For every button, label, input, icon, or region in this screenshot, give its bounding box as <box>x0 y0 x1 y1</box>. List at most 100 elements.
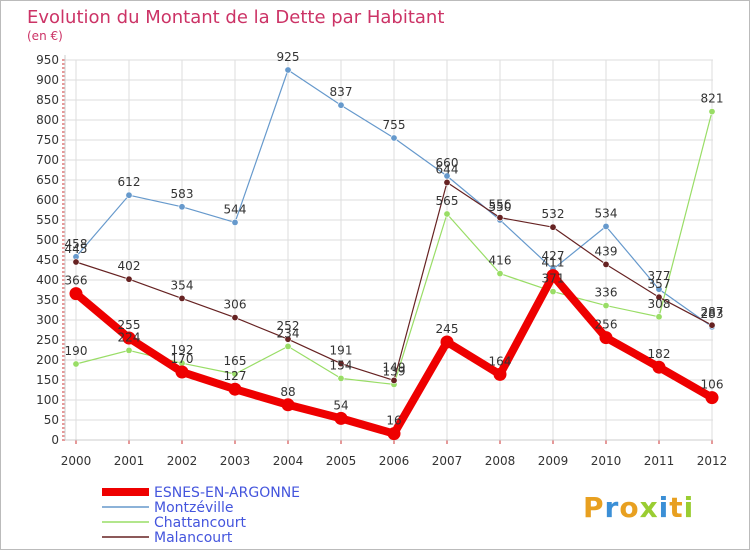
data-label: 306 <box>224 298 247 312</box>
data-label: 644 <box>436 162 459 176</box>
data-label: 583 <box>171 187 194 201</box>
data-label: 544 <box>224 202 247 216</box>
data-point <box>72 360 80 368</box>
data-label: 127 <box>224 369 247 383</box>
data-labels: 458 612 583 544 925 837 755 660 550 427 534 377 283 1… <box>65 50 724 428</box>
data-point <box>122 331 136 345</box>
data-point <box>337 374 345 382</box>
y-tick-label: 200 <box>36 353 59 367</box>
data-point <box>231 218 239 226</box>
data-label: 165 <box>224 354 247 368</box>
chart-title: Evolution du Montant de la Dette par Hab… <box>27 7 444 28</box>
data-label: 660 <box>436 156 459 170</box>
legend-label: Chattancourt <box>154 515 247 531</box>
data-label: 191 <box>330 344 353 358</box>
x-tick-label: 2001 <box>114 454 145 468</box>
data-point <box>178 203 186 211</box>
data-label: 182 <box>648 347 671 361</box>
data-point <box>125 346 133 354</box>
data-point <box>493 367 507 381</box>
x-tick-label: 2002 <box>167 454 198 468</box>
data-label: 458 <box>65 237 88 251</box>
data-point <box>655 285 663 293</box>
data-label: 377 <box>648 269 671 283</box>
x-tick-label: 2005 <box>326 454 357 468</box>
legend-label: Malancourt <box>154 530 233 546</box>
y-tick-label: 400 <box>36 273 59 287</box>
x-tick-label: 2012 <box>697 454 728 468</box>
data-label: 192 <box>171 343 194 357</box>
data-label: 439 <box>595 244 618 258</box>
data-label: 755 <box>383 118 406 132</box>
data-point <box>334 411 348 425</box>
data-point <box>496 270 504 278</box>
data-point <box>69 287 83 301</box>
data-label: 532 <box>542 207 565 221</box>
x-tick-label: 2003 <box>220 454 251 468</box>
data-label: 366 <box>65 274 88 288</box>
data-point <box>175 365 189 379</box>
data-point <box>440 335 454 349</box>
y-tick-label: 900 <box>36 73 59 87</box>
data-label: 308 <box>648 297 671 311</box>
data-label: 416 <box>489 254 512 268</box>
data-point <box>599 331 613 345</box>
data-point <box>228 382 242 396</box>
y-tick-label: 450 <box>36 253 59 267</box>
data-point <box>705 391 719 405</box>
data-label: 190 <box>65 344 88 358</box>
data-label: 106 <box>701 378 724 392</box>
series-layer <box>69 66 719 441</box>
data-point <box>652 360 666 374</box>
legend-label: Montzéville <box>154 500 234 516</box>
y-tick-label: 700 <box>36 153 59 167</box>
data-point <box>655 293 663 301</box>
data-point <box>655 313 663 321</box>
data-point <box>496 214 504 222</box>
data-label: 252 <box>277 319 300 333</box>
data-point <box>602 260 610 268</box>
x-tick-label: 2007 <box>432 454 463 468</box>
x-tick-label: 2008 <box>485 454 516 468</box>
data-label: 371 <box>542 272 565 286</box>
data-label: 139 <box>383 364 406 378</box>
data-label: 287 <box>701 305 724 319</box>
data-point <box>549 223 557 231</box>
data-label: 837 <box>330 85 353 99</box>
data-label: 164 <box>489 354 512 368</box>
x-tick-label: 2000 <box>61 454 92 468</box>
data-label: 16 <box>386 414 401 428</box>
data-point <box>231 370 239 378</box>
legend-label: ESNES-EN-ARGONNE <box>154 485 300 501</box>
data-label: 224 <box>118 330 141 344</box>
y-tick-label: 800 <box>36 113 59 127</box>
data-point <box>284 342 292 350</box>
y-tick-label: 950 <box>36 53 59 67</box>
data-point <box>602 302 610 310</box>
axes: 0 50 100 150 200 250 300 350 400 450 500 550 600 650 7… <box>36 53 727 468</box>
data-point <box>284 66 292 74</box>
data-label: 411 <box>542 256 565 270</box>
data-label: 427 <box>542 249 565 263</box>
data-label: 402 <box>118 259 141 273</box>
data-point <box>549 288 557 296</box>
data-point <box>708 321 716 329</box>
data-label: 88 <box>280 385 295 399</box>
data-label: 283 <box>701 307 724 321</box>
y-tick-label: 850 <box>36 93 59 107</box>
data-label: 149 <box>383 360 406 374</box>
data-point <box>443 178 451 186</box>
data-point <box>390 376 398 384</box>
data-point <box>546 269 560 283</box>
data-point <box>284 335 292 343</box>
proxiti-logo: Proxiti <box>583 491 693 524</box>
data-point <box>125 191 133 199</box>
x-tick-label: 2011 <box>644 454 675 468</box>
y-tick-label: 750 <box>36 133 59 147</box>
y-tick-label: 250 <box>36 333 59 347</box>
y-tick-label: 50 <box>44 413 59 427</box>
data-point <box>281 398 295 412</box>
data-label: 234 <box>277 326 300 340</box>
